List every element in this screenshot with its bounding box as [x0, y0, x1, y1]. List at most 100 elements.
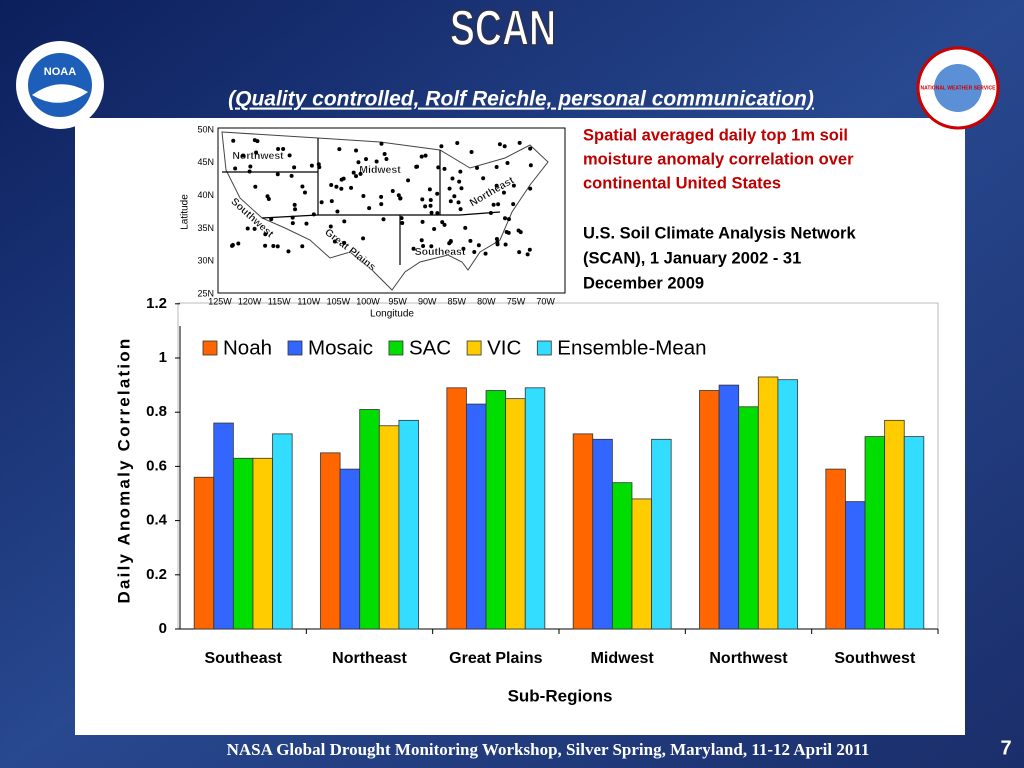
station-dot: [292, 165, 297, 170]
station-dot: [245, 226, 250, 231]
nws-logo-inner: [934, 64, 982, 112]
station-dot: [231, 138, 236, 143]
station-dot: [423, 153, 428, 158]
x-axis-label: Sub-Regions: [508, 686, 613, 705]
lon-label: 100W: [356, 296, 380, 306]
station-dot: [379, 194, 384, 199]
station-dot: [511, 202, 516, 207]
station-dot: [302, 190, 307, 195]
station-dot: [290, 215, 295, 220]
station-dot: [442, 222, 447, 227]
bar: [524, 387, 546, 630]
station-dot: [429, 210, 434, 215]
lon-label: 85W: [448, 296, 467, 306]
station-dot: [450, 176, 455, 181]
station-dot: [252, 226, 257, 231]
station-dot: [367, 206, 372, 211]
station-dot: [517, 250, 522, 255]
x-tick-label: Northwest: [709, 650, 788, 667]
x-tick-label: Southeast: [204, 650, 282, 667]
bar: [398, 419, 419, 630]
station-dot: [428, 203, 433, 208]
station-dot: [317, 165, 322, 170]
bar: [592, 438, 613, 630]
map-y-label: Latitude: [180, 194, 191, 230]
x-tick-label: Great Plains: [449, 650, 542, 667]
station-dot: [435, 191, 440, 196]
lat-label: 25N: [197, 288, 214, 298]
station-dot: [339, 186, 344, 191]
bar: [651, 438, 672, 630]
bar: [572, 433, 594, 630]
bar: [825, 468, 846, 630]
station-dot: [503, 242, 508, 247]
station-dot: [488, 211, 493, 216]
y-tick-label: 0: [159, 620, 167, 637]
station-dot: [400, 221, 405, 226]
station-dot: [287, 153, 292, 158]
station-dot: [501, 190, 506, 195]
station-dot: [456, 200, 461, 205]
lon-label: 95W: [388, 296, 407, 306]
bar: [699, 390, 720, 630]
station-dot: [419, 238, 424, 243]
station-dot: [379, 141, 384, 146]
y-tick-label: 0.8: [146, 403, 167, 420]
station-dot: [275, 172, 280, 177]
station-dot: [468, 238, 473, 243]
lat-label: 35N: [197, 223, 214, 233]
lat-label: 50N: [197, 124, 214, 134]
station-dot: [455, 140, 460, 145]
legend-label: VIC: [487, 336, 521, 359]
region-label: Northwest: [232, 150, 284, 162]
station-dot: [233, 166, 238, 171]
station-dot: [337, 147, 342, 152]
station-dot: [293, 207, 298, 212]
station-dot: [398, 196, 403, 201]
map: [217, 127, 566, 294]
region-label: Southeast: [415, 246, 466, 258]
station-dot: [447, 186, 452, 191]
station-dot: [461, 246, 466, 251]
station-dot: [481, 176, 486, 181]
station-dot: [358, 171, 363, 176]
station-dot: [452, 194, 457, 199]
bar: [505, 398, 526, 630]
station-dot: [494, 237, 499, 242]
station-dot: [505, 160, 510, 165]
station-dot: [381, 217, 386, 222]
page-number: 7: [1000, 737, 1011, 759]
bar: [213, 422, 234, 630]
station-dot: [495, 242, 500, 247]
station-dot: [263, 232, 268, 237]
bar: [757, 376, 779, 630]
station-dot: [528, 163, 533, 168]
bar: [339, 468, 361, 630]
bar: [611, 482, 633, 630]
station-dot: [241, 153, 246, 158]
us-outline: [221, 131, 549, 291]
legend-label: Mosaic: [308, 336, 373, 359]
description-line: moisture anomaly correlation over: [583, 150, 854, 168]
station-dot: [263, 243, 268, 248]
y-tick-label: 0.4: [146, 512, 168, 529]
station-dot: [459, 186, 464, 191]
y-tick-label: 0.6: [146, 457, 167, 474]
description-line: December 2009: [583, 274, 704, 292]
station-dot: [254, 150, 259, 155]
station-dot: [463, 225, 468, 230]
station-dot: [420, 197, 425, 202]
lon-label: 75W: [507, 296, 526, 306]
station-dot: [421, 244, 426, 249]
slide-subtitle: (Quality controlled, Rolf Reichle, perso…: [228, 88, 814, 111]
map-x-label: Longitude: [370, 309, 414, 320]
station-dot: [527, 247, 532, 252]
station-dot: [275, 244, 280, 249]
station-dot: [354, 148, 359, 153]
station-dot: [334, 184, 339, 189]
station-dot: [309, 163, 314, 168]
bar: [718, 384, 740, 630]
station-dot: [271, 244, 276, 249]
station-dot: [286, 249, 291, 254]
